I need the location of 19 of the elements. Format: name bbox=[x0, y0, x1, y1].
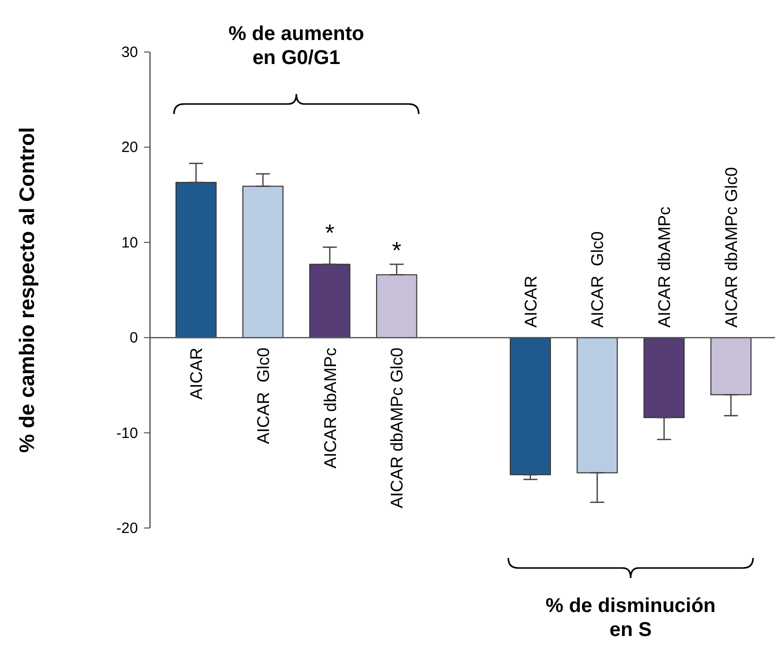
x-tick-label: AICAR Glc0 bbox=[588, 231, 608, 328]
y-tick-label: 0 bbox=[130, 330, 138, 347]
annotation: * bbox=[392, 237, 402, 264]
y-axis-title: % de cambio respecto al Control bbox=[16, 127, 39, 453]
x-tick-label: AICAR dbAMPc bbox=[655, 206, 674, 328]
y-tick-label: -20 bbox=[116, 520, 138, 537]
y-tick-label: 10 bbox=[121, 234, 138, 252]
x-tick-label: AICAR dbAMPc bbox=[320, 347, 340, 469]
annotation: % de aumento en G0/G1 bbox=[228, 23, 364, 69]
x-tick-label: AICAR Glc0 bbox=[254, 348, 273, 444]
x-tick-label: AICAR bbox=[187, 348, 206, 400]
x-tick-label: AICAR dbAMPc Glc0 bbox=[388, 348, 407, 508]
x-tick-label: AICAR dbAMPc Glc0 bbox=[722, 166, 741, 328]
y-tick-label: 20 bbox=[121, 139, 138, 156]
x-tick-label: AICAR bbox=[521, 276, 540, 328]
y-tick-label: -10 bbox=[116, 424, 138, 442]
y-tick-label: 30 bbox=[121, 44, 138, 61]
text: % de disminución en S bbox=[546, 595, 716, 641]
annotation: * bbox=[325, 220, 334, 248]
